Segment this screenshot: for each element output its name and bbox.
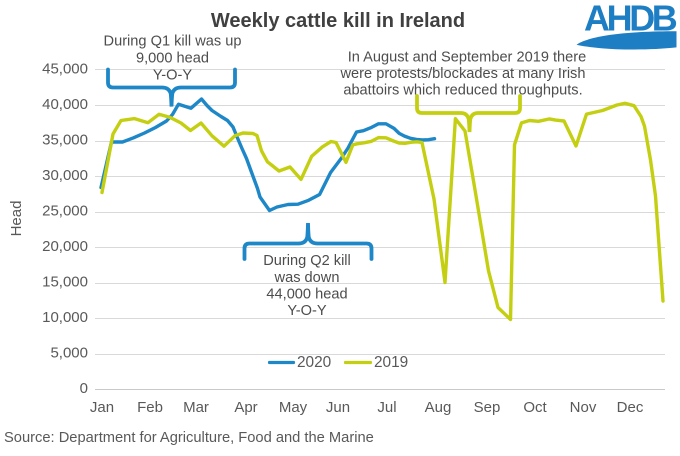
svg-text:Jan: Jan <box>90 399 114 416</box>
svg-text:30,000: 30,000 <box>42 167 88 184</box>
svg-text:40,000: 40,000 <box>42 96 88 113</box>
svg-text:44,000 head: 44,000 head <box>266 287 347 303</box>
svg-text:During Q1 kill was up: During Q1 kill was up <box>104 34 242 50</box>
svg-text:Dec: Dec <box>617 399 644 416</box>
svg-text:2019: 2019 <box>374 354 408 371</box>
svg-text:Nov: Nov <box>570 399 597 416</box>
svg-text:Jul: Jul <box>377 399 396 416</box>
svg-text:were protests/blockades at man: were protests/blockades at many Irish <box>340 66 586 82</box>
svg-text:In August and September 2019 t: In August and September 2019 there <box>348 50 587 66</box>
svg-text:Aug: Aug <box>425 399 452 416</box>
svg-text:15,000: 15,000 <box>42 274 88 291</box>
svg-text:Weekly cattle kill in Ireland: Weekly cattle kill in Ireland <box>211 10 465 32</box>
svg-text:Oct: Oct <box>523 399 547 416</box>
svg-text:Apr: Apr <box>234 399 257 416</box>
svg-text:0: 0 <box>80 380 88 397</box>
svg-text:During Q2 kill: During Q2 kill <box>263 253 351 269</box>
svg-text:2020: 2020 <box>297 354 331 371</box>
svg-text:Head: Head <box>8 201 25 237</box>
svg-text:Source: Department for Agricul: Source: Department for Agriculture, Food… <box>4 430 374 446</box>
svg-text:Y-O-Y: Y-O-Y <box>287 303 326 319</box>
svg-text:35,000: 35,000 <box>42 132 88 149</box>
svg-text:9,000 head: 9,000 head <box>136 51 209 67</box>
svg-text:was down: was down <box>274 270 340 286</box>
svg-text:45,000: 45,000 <box>42 60 88 77</box>
svg-text:Jun: Jun <box>326 399 350 416</box>
svg-text:10,000: 10,000 <box>42 309 88 326</box>
svg-text:25,000: 25,000 <box>42 203 88 220</box>
svg-text:Feb: Feb <box>137 399 163 416</box>
svg-text:Mar: Mar <box>183 399 209 416</box>
svg-text:20,000: 20,000 <box>42 238 88 255</box>
svg-text:May: May <box>279 399 308 416</box>
svg-text:5,000: 5,000 <box>50 345 88 362</box>
svg-text:abattoirs which reduced throug: abattoirs which reduced throughputs. <box>343 83 582 99</box>
svg-text:Sep: Sep <box>474 399 501 416</box>
svg-text:Y-O-Y: Y-O-Y <box>153 68 192 84</box>
